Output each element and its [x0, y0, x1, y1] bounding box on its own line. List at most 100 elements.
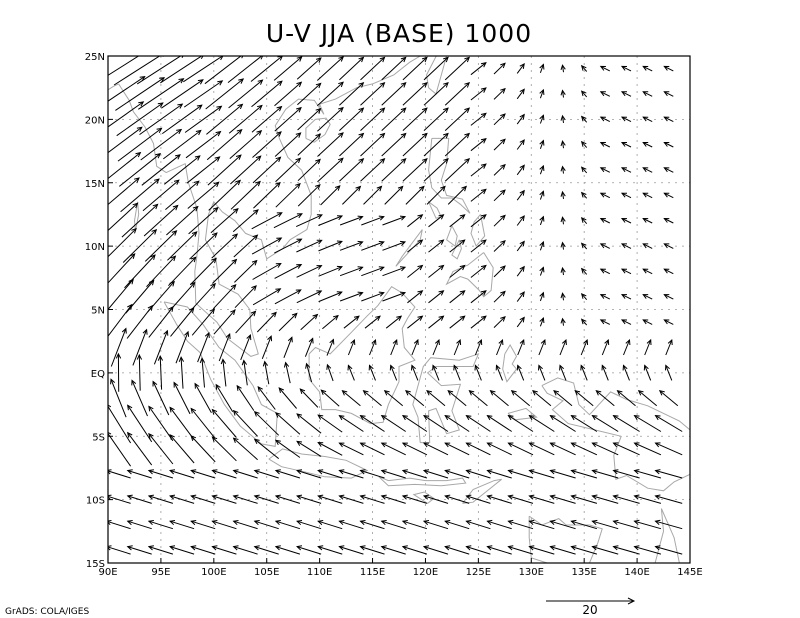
wind-vector: [539, 164, 545, 175]
wind-vector-head: [642, 65, 649, 71]
wind-vector: [274, 545, 301, 555]
wind-vector: [654, 415, 683, 432]
wind-vector: [108, 101, 145, 128]
wind-vector: [368, 364, 376, 381]
wind-vector: [516, 88, 525, 100]
wind-vector-shaft: [233, 520, 258, 530]
wind-vector: [361, 240, 385, 251]
wind-vector-head: [359, 442, 366, 448]
wind-vector-shaft: [127, 405, 153, 443]
wind-vector: [359, 469, 385, 479]
wind-vector-head: [560, 241, 566, 248]
wind-vector-head: [274, 439, 281, 446]
wind-vector-shaft: [664, 142, 674, 148]
wind-vector-shaft: [642, 91, 653, 97]
wind-vector-shaft: [361, 216, 384, 226]
wind-vector: [316, 56, 345, 81]
wind-vector-head: [362, 389, 369, 396]
wind-vector-head: [539, 215, 545, 222]
wind-vector-head: [480, 112, 487, 119]
wind-vector-shaft: [621, 192, 632, 199]
wind-vector-shaft: [339, 520, 364, 530]
wind-vector-head: [516, 364, 522, 371]
wind-vector-head: [444, 414, 451, 421]
wind-vector: [539, 63, 545, 73]
wind-vector-head: [253, 410, 260, 417]
wind-vector-head: [539, 266, 545, 273]
wind-vector-shaft: [317, 157, 344, 183]
wind-vector-shaft: [600, 116, 611, 123]
wind-vector: [141, 154, 181, 186]
wind-vector: [468, 389, 488, 407]
plot-frame: [107, 55, 691, 564]
wind-vector: [381, 107, 407, 131]
wind-vector-shaft: [665, 339, 673, 356]
wind-vector-shaft: [655, 415, 683, 432]
wind-vector-head: [108, 520, 112, 526]
wind-vector-shaft: [655, 470, 683, 479]
wind-vector-shaft: [539, 317, 544, 327]
wind-vector-head: [642, 142, 649, 147]
wind-vector-shaft: [361, 241, 384, 251]
wind-vector-head: [278, 387, 284, 394]
wind-vector-head: [591, 494, 598, 500]
wind-vector-head: [417, 264, 424, 271]
wind-vector: [620, 116, 632, 123]
wind-vector-head: [256, 104, 263, 111]
wind-vector: [232, 520, 258, 530]
wind-vector-head: [359, 520, 366, 526]
wind-vector-shaft: [184, 105, 222, 133]
wind-vector: [423, 107, 449, 131]
wind-vector: [428, 264, 445, 278]
wind-vector: [528, 545, 555, 555]
wind-vector-head: [519, 164, 525, 171]
wind-vector-shaft: [613, 442, 640, 456]
wind-vector: [428, 290, 445, 304]
wind-vector: [486, 469, 512, 479]
wind-vector-head: [253, 520, 260, 526]
wind-vector-head: [347, 364, 353, 371]
wind-vector: [447, 389, 467, 407]
wind-vector: [493, 87, 506, 100]
wind-vector: [296, 440, 322, 457]
x-tick-label: 130E: [519, 567, 544, 578]
wind-vector-head: [667, 338, 673, 346]
wind-vector-head: [190, 256, 197, 263]
wind-vector-head: [421, 158, 428, 164]
wind-vector: [326, 363, 334, 382]
wind-vector-shaft: [581, 116, 588, 123]
wind-vector: [317, 106, 344, 132]
wind-vector: [108, 151, 142, 180]
wind-vector-shaft: [655, 546, 683, 555]
wind-vector-head: [599, 91, 606, 97]
wind-vector-shaft: [407, 214, 423, 228]
wind-vector: [493, 138, 506, 151]
wind-vector-head: [417, 290, 424, 296]
wind-vector: [108, 227, 137, 258]
wind-vector-shaft: [318, 215, 343, 226]
wind-vector-shaft: [138, 354, 141, 391]
wind-vector: [194, 382, 212, 414]
x-tick-label: 105E: [254, 567, 279, 578]
wind-vector-head: [296, 494, 303, 500]
wind-vector-shaft: [493, 62, 506, 75]
wind-vector-head: [422, 469, 430, 475]
wind-vector-head: [232, 545, 239, 551]
wind-vector-shaft: [261, 336, 272, 359]
wind-vector-shaft: [146, 255, 176, 288]
wind-vector: [283, 361, 291, 384]
y-tick-label: 25N: [85, 52, 105, 63]
wind-vector-head: [580, 318, 587, 325]
wind-vector: [470, 137, 487, 152]
wind-vector-head: [507, 494, 514, 500]
wind-vector: [444, 107, 471, 131]
wind-vector: [580, 166, 588, 174]
wind-vector: [560, 64, 566, 73]
wind-vector-head: [591, 469, 598, 475]
wind-vector-shaft: [254, 546, 279, 555]
wind-vector-shaft: [186, 156, 220, 184]
wind-vector-head: [274, 494, 281, 500]
wind-vector: [380, 442, 406, 456]
wind-vector-shaft: [571, 520, 598, 530]
wind-vector-head: [338, 81, 344, 88]
